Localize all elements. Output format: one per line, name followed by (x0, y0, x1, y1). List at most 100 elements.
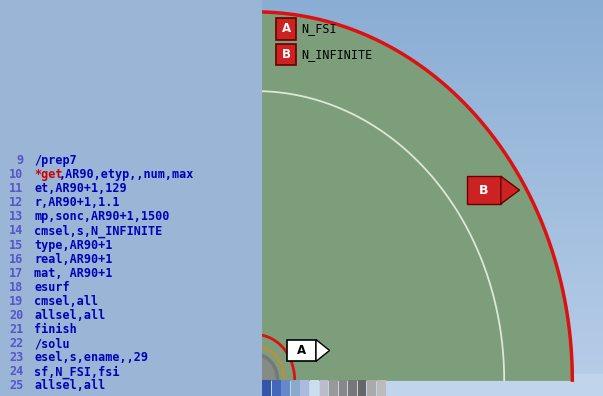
Text: type,AR90+1: type,AR90+1 (34, 238, 113, 251)
Bar (262, 291, 603, 293)
Bar (262, 214, 603, 216)
Text: /solu: /solu (34, 337, 70, 350)
Bar (262, 362, 603, 364)
Bar (262, 232, 603, 234)
Text: B: B (282, 48, 291, 61)
Bar (262, 352, 603, 354)
Bar (262, 79, 603, 81)
Bar (262, 125, 603, 127)
Bar (262, 170, 603, 172)
Bar (262, 228, 603, 230)
Bar (262, 309, 603, 311)
Bar (262, 137, 603, 139)
Bar (262, 194, 603, 196)
Bar (262, 246, 603, 248)
Text: 16: 16 (10, 253, 24, 266)
Text: sf,N_FSI,fsi: sf,N_FSI,fsi (34, 366, 119, 379)
Bar (262, 335, 603, 337)
Bar (262, 42, 603, 44)
Text: 23: 23 (10, 351, 24, 364)
Bar (262, 358, 603, 360)
Bar (377, 380, 385, 396)
Bar (262, 148, 603, 150)
Bar (262, 85, 603, 87)
Bar (262, 392, 603, 394)
Bar (262, 57, 603, 59)
Bar (262, 315, 603, 317)
Bar (262, 226, 603, 228)
Text: mat, AR90+1: mat, AR90+1 (34, 267, 113, 280)
Bar (262, 220, 603, 222)
Bar (262, 382, 603, 384)
Bar (262, 180, 603, 182)
Bar (262, 380, 603, 382)
Bar (262, 75, 603, 77)
Bar (262, 348, 603, 350)
Bar (262, 91, 603, 93)
Bar (262, 341, 603, 343)
Text: 19: 19 (10, 295, 24, 308)
Bar (348, 380, 357, 396)
Bar (262, 263, 603, 265)
Bar (262, 0, 603, 2)
Bar (262, 299, 603, 301)
Bar (262, 188, 603, 190)
Bar (276, 44, 297, 65)
Bar (262, 301, 603, 303)
Text: 18: 18 (10, 281, 24, 294)
Text: mp,sonc,AR90+1,1500: mp,sonc,AR90+1,1500 (34, 210, 169, 223)
Polygon shape (500, 176, 520, 204)
Bar (262, 317, 603, 319)
Bar (262, 129, 603, 131)
Bar (262, 269, 603, 271)
Bar (262, 34, 603, 36)
Bar (262, 105, 603, 107)
Bar (262, 364, 603, 366)
Bar (262, 107, 603, 109)
Bar (262, 275, 603, 277)
Bar (262, 249, 603, 251)
Text: 10: 10 (10, 168, 24, 181)
Bar (262, 196, 603, 198)
Bar (262, 103, 603, 105)
Bar (287, 339, 316, 361)
Bar (262, 93, 603, 95)
Bar (262, 376, 603, 378)
Bar (262, 30, 603, 32)
Bar (358, 380, 367, 396)
Bar (262, 14, 603, 16)
Bar (262, 182, 603, 184)
Bar (320, 380, 328, 396)
Bar (262, 337, 603, 339)
Bar (467, 176, 500, 204)
Bar (262, 257, 603, 259)
Bar (262, 378, 603, 380)
Bar (262, 251, 603, 253)
Bar (262, 186, 603, 188)
Bar (262, 325, 603, 327)
Bar (262, 160, 603, 162)
Text: 12: 12 (10, 196, 24, 209)
Bar (262, 133, 603, 135)
Bar (262, 289, 603, 291)
Bar (262, 216, 603, 218)
Bar (262, 327, 603, 329)
Bar (262, 259, 603, 261)
Text: allsel,all: allsel,all (34, 379, 106, 392)
Bar (262, 346, 603, 348)
Bar (262, 38, 603, 40)
Bar (262, 380, 271, 396)
Text: et,AR90+1,129: et,AR90+1,129 (34, 182, 127, 195)
Bar (262, 109, 603, 111)
Text: esurf: esurf (34, 281, 70, 294)
Bar (262, 53, 603, 55)
Bar (262, 279, 603, 281)
Bar (262, 69, 603, 71)
Bar (262, 343, 603, 345)
Bar (262, 210, 603, 212)
Bar (262, 2, 603, 4)
Bar (262, 113, 603, 115)
Bar (262, 319, 603, 321)
Polygon shape (256, 12, 572, 380)
Bar (262, 89, 603, 91)
